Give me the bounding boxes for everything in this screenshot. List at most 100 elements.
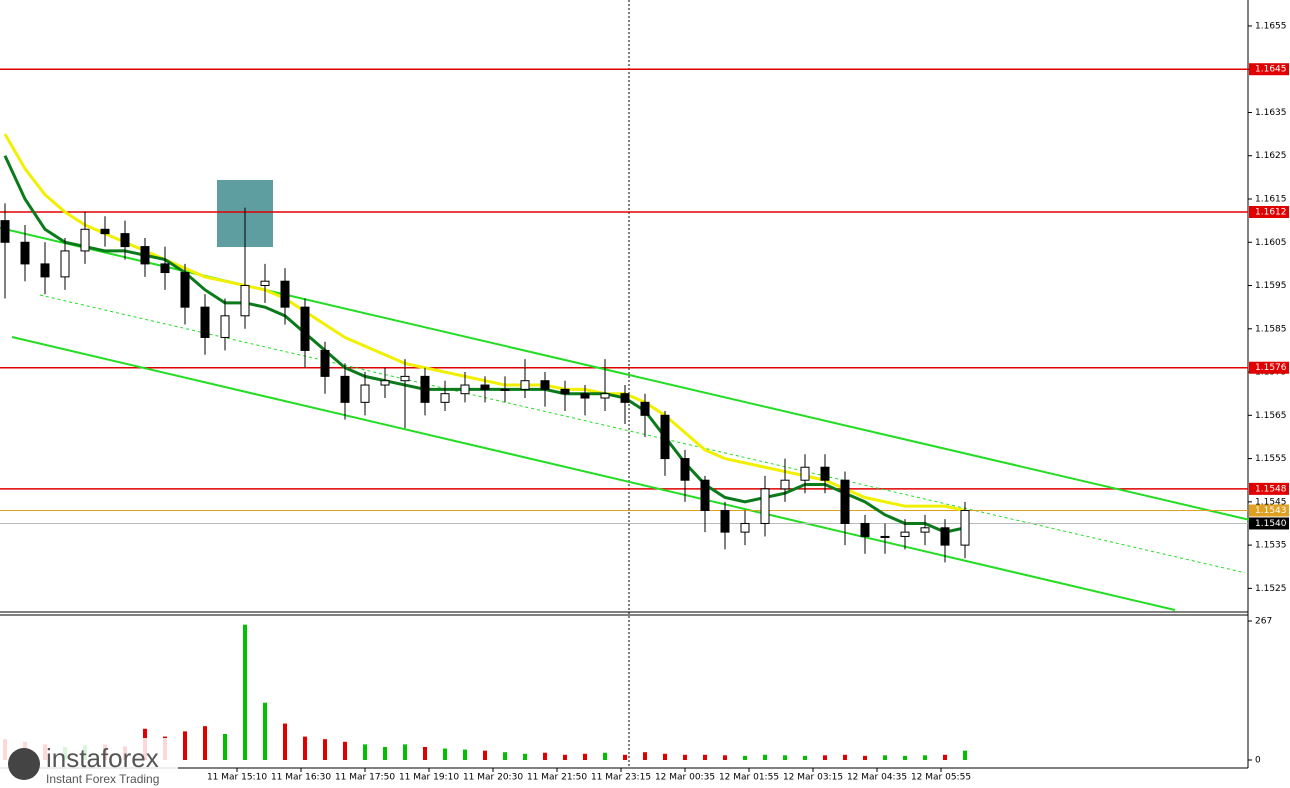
candle-body — [260, 280, 270, 287]
logo: instaforex Instant Forex Trading — [0, 738, 178, 788]
candle-body — [920, 527, 930, 533]
y-tick-label: 1.1525 — [1255, 584, 1287, 594]
y-tick-label: 1.1585 — [1255, 324, 1287, 334]
level-label: 1.1645 — [1255, 65, 1287, 75]
candle-body — [120, 233, 130, 248]
volume-bar — [803, 755, 807, 760]
volume-bar — [943, 754, 947, 760]
candle-body — [500, 388, 510, 391]
y-tick-label: 1.1655 — [1255, 21, 1287, 31]
candle-body — [180, 272, 190, 308]
x-tick-label: 12 Mar 03:15 — [783, 773, 843, 783]
volume-bar — [783, 755, 787, 760]
volume-bar — [883, 755, 887, 760]
logo-tagline: Instant Forex Trading — [46, 772, 159, 786]
level-label: 1.1612 — [1255, 207, 1287, 217]
x-tick-label: 12 Mar 04:35 — [847, 773, 907, 783]
volume-bar — [823, 755, 827, 760]
y-tick-label: 1.1555 — [1255, 454, 1287, 464]
candle-body — [460, 384, 470, 395]
volume-bar — [383, 746, 387, 760]
y-tick-label: 1.1615 — [1255, 195, 1287, 205]
volume-bar — [183, 731, 187, 760]
volume-bar — [963, 750, 967, 760]
volume-bar — [243, 624, 247, 760]
volume-bar — [203, 726, 207, 760]
y-tick-label: 1.1565 — [1255, 411, 1287, 421]
volume-bar — [683, 754, 687, 760]
level-label-box — [1249, 205, 1289, 218]
x-tick-label: 12 Mar 00:35 — [655, 773, 715, 783]
x-tick-label: 11 Mar 21:50 — [527, 773, 587, 783]
volume-bar — [903, 755, 907, 760]
volume-bar — [223, 733, 227, 760]
y-tick-label: 1.1545 — [1255, 497, 1287, 507]
candle-body — [520, 380, 530, 390]
candle-body — [420, 375, 430, 403]
candle-body — [860, 522, 870, 537]
candle-body — [220, 315, 230, 338]
level-label: 1.1548 — [1255, 484, 1287, 494]
volume-bar — [343, 741, 347, 760]
candle-body — [680, 458, 690, 481]
candle-body — [820, 466, 830, 481]
y-tick-label: 1.1625 — [1255, 151, 1287, 161]
volume-bar — [623, 754, 627, 760]
candle-body — [880, 535, 890, 538]
candle-body — [80, 228, 90, 252]
current-price-box — [1249, 504, 1289, 517]
candle-body — [600, 393, 610, 399]
volume-bar — [283, 723, 287, 760]
volume-bar — [463, 749, 467, 760]
volume-bar — [563, 754, 567, 760]
volume-bar — [363, 744, 367, 760]
level-label: 1.1576 — [1255, 363, 1287, 373]
candle-body — [200, 306, 210, 338]
volume-bar — [423, 746, 427, 760]
x-tick-label: 12 Mar 05:55 — [911, 773, 971, 783]
last-price-label: 1.1540 — [1255, 519, 1287, 529]
volume-bar — [843, 754, 847, 760]
y-tick-label: 1.1535 — [1255, 541, 1287, 551]
x-tick-label: 11 Mar 20:30 — [463, 773, 523, 783]
x-tick-label: 11 Mar 15:10 — [207, 773, 267, 783]
x-tick-label: 11 Mar 16:30 — [271, 773, 331, 783]
x-tick-label: 11 Mar 23:15 — [591, 773, 651, 783]
volume-bar — [723, 755, 727, 760]
volume-bar — [443, 748, 447, 760]
volume-bar — [583, 753, 587, 760]
candle-body — [640, 401, 650, 416]
candle-body — [140, 246, 150, 265]
candle-body — [540, 380, 550, 390]
volume-bar — [643, 752, 647, 760]
candle-body — [100, 228, 110, 235]
volume-bar — [323, 739, 327, 760]
candle-body — [480, 384, 490, 390]
candle-body — [900, 531, 910, 537]
y-tick-label: 1.1595 — [1255, 281, 1287, 291]
candle-body — [400, 375, 410, 382]
candle-body — [960, 509, 970, 546]
volume-bar — [303, 736, 307, 760]
x-tick-label: 12 Mar 01:55 — [719, 773, 779, 783]
last-price-box — [1249, 517, 1289, 530]
y-tick-label: 1.1605 — [1255, 238, 1287, 248]
volume-bar — [483, 750, 487, 760]
candle-body — [160, 263, 170, 274]
candle-body — [700, 479, 710, 511]
volume-tick-label: 0 — [1255, 756, 1261, 766]
trendline — [39, 294, 1246, 574]
candle-body — [360, 384, 370, 403]
candle-body — [760, 488, 770, 524]
candle-body — [60, 250, 70, 278]
candle-body — [300, 306, 310, 351]
level-label-box — [1249, 361, 1289, 374]
candle-body — [340, 375, 350, 403]
candle-body — [0, 220, 10, 243]
volume-bar — [703, 754, 707, 760]
volume-bar — [603, 752, 607, 760]
volume-bar — [663, 753, 667, 760]
volume-bar — [403, 744, 407, 760]
y-tick-label: 1.1635 — [1255, 108, 1287, 118]
